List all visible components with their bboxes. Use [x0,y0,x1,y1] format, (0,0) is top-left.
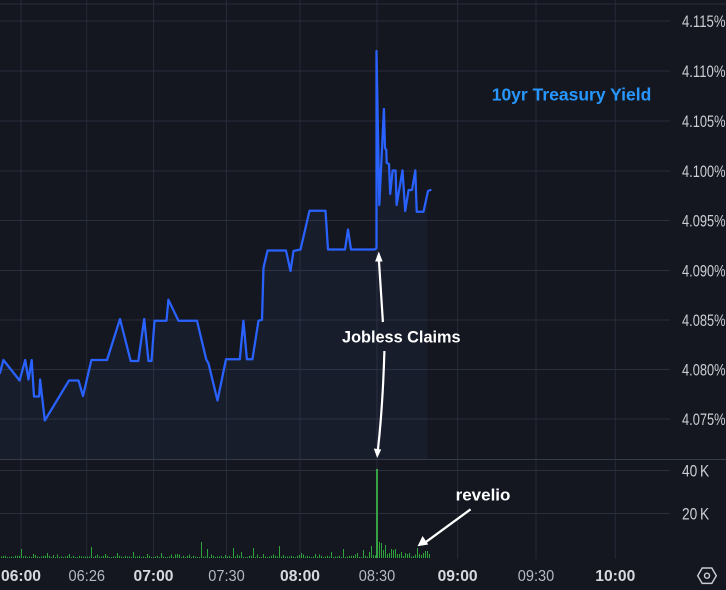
svg-text:4.095%: 4.095% [682,212,726,230]
svg-text:10:00: 10:00 [595,568,635,585]
svg-text:4.100%: 4.100% [682,163,726,181]
svg-text:06:00: 06:00 [1,568,41,585]
svg-text:4.115%: 4.115% [682,13,726,31]
svg-text:07:00: 07:00 [134,568,174,585]
svg-text:06:26: 06:26 [69,568,106,585]
svg-text:08:30: 08:30 [359,568,396,585]
svg-text:Jobless Claims: Jobless Claims [342,328,461,346]
svg-text:08:00: 08:00 [280,568,320,585]
svg-text:20 K: 20 K [682,505,709,523]
svg-text:09:30: 09:30 [518,568,555,585]
svg-text:07:30: 07:30 [208,568,245,585]
svg-text:10yr Treasury Yield: 10yr Treasury Yield [492,84,652,104]
svg-text:4.110%: 4.110% [682,63,726,81]
svg-text:4.090%: 4.090% [682,262,726,280]
svg-text:4.080%: 4.080% [682,361,726,379]
svg-text:4.105%: 4.105% [682,113,726,131]
svg-text:4.085%: 4.085% [682,312,726,330]
svg-text:4.075%: 4.075% [682,411,726,429]
svg-text:40 K: 40 K [682,462,709,480]
svg-text:revelio: revelio [456,486,511,505]
svg-text:09:00: 09:00 [438,568,478,585]
